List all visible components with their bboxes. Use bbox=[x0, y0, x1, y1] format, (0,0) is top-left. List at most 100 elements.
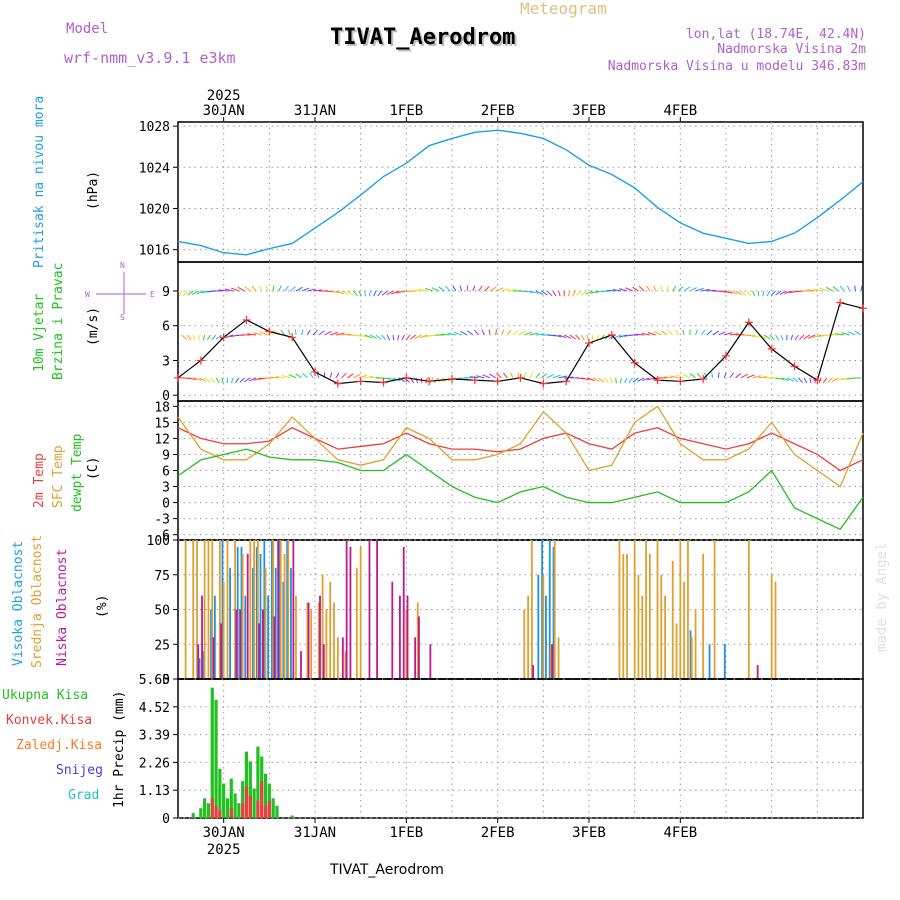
temp-ylabel2: SFC Temp bbox=[51, 445, 66, 508]
wind-arrow bbox=[459, 285, 462, 292]
wind-arrow bbox=[481, 329, 485, 336]
wind-arrow bbox=[635, 333, 645, 336]
wind-arrow bbox=[546, 373, 555, 379]
wind-arrow bbox=[258, 285, 263, 292]
wind-arrow bbox=[758, 376, 768, 379]
wind-arrow bbox=[218, 289, 228, 292]
xaxis-bottom-day: 2FEB bbox=[481, 825, 515, 841]
precip-conv-bar bbox=[267, 800, 271, 818]
wind-arrow bbox=[478, 285, 483, 292]
wind-arrow bbox=[187, 334, 192, 341]
temperature-ytick-label: 12 bbox=[154, 432, 170, 447]
wind-gust-marker bbox=[653, 376, 662, 385]
wind-arrow bbox=[204, 377, 211, 383]
wind-arrow bbox=[723, 290, 733, 294]
wind-arrow bbox=[615, 377, 617, 384]
footer-station: TIVAT_Aerodrom bbox=[329, 862, 444, 878]
wind-arrow bbox=[397, 334, 400, 341]
xaxis-top-day: 1FEB bbox=[389, 103, 423, 119]
wind-gust-marker bbox=[333, 379, 342, 388]
wind-arrow bbox=[484, 286, 490, 292]
wind-arrow bbox=[580, 334, 585, 341]
wind-arrow bbox=[770, 290, 776, 297]
wind-arrow bbox=[624, 377, 628, 384]
wind-arrow bbox=[288, 374, 297, 379]
model-name: wrf-nmm_v3.9.1 e3km bbox=[64, 49, 236, 67]
wind-arrow bbox=[472, 285, 476, 292]
wind-arrow bbox=[646, 285, 651, 292]
wind-arrow bbox=[552, 334, 562, 338]
wind-arrow bbox=[187, 290, 194, 296]
wind-arrow bbox=[347, 290, 354, 296]
wind-arrow bbox=[598, 377, 605, 383]
wind-arrow bbox=[352, 334, 362, 337]
wind-arrow bbox=[495, 373, 502, 379]
precip-total-bar bbox=[248, 761, 252, 818]
wind-arrow bbox=[647, 331, 656, 336]
wind-arrow bbox=[603, 377, 609, 384]
precip-legend: Ukupna Kisa Konvek.Kisa Zaledj.Kisa Snij… bbox=[2, 688, 103, 803]
wind-gust-marker bbox=[562, 377, 571, 386]
wind-arrow bbox=[586, 334, 589, 341]
wind-arrow bbox=[363, 290, 367, 297]
wind-arrow bbox=[529, 290, 539, 294]
wind-arrow bbox=[831, 377, 839, 383]
wind-arrow bbox=[335, 332, 345, 336]
wind-arrow bbox=[202, 334, 206, 341]
wind-arrow bbox=[696, 372, 702, 379]
wind-arrow bbox=[797, 377, 804, 383]
wind-arrow bbox=[535, 372, 541, 379]
wind-arrow bbox=[230, 377, 234, 384]
wind-arrow bbox=[806, 289, 816, 292]
wind-arrow bbox=[278, 285, 282, 292]
wind-arrow bbox=[445, 285, 451, 292]
pressure-ytick-label: 1020 bbox=[139, 202, 170, 217]
xaxis-top-day: 4FEB bbox=[663, 103, 697, 119]
wind-arrow bbox=[766, 290, 771, 297]
wind-arrow bbox=[786, 377, 795, 382]
wind-gust-marker bbox=[265, 327, 274, 336]
wind-arrow bbox=[215, 334, 223, 340]
xaxis-top-day: 30JAN bbox=[203, 103, 245, 119]
legend-grad: Grad bbox=[68, 788, 99, 803]
wind-arrow bbox=[775, 290, 782, 296]
temperature-ytick-label: 15 bbox=[154, 416, 170, 431]
xaxis-bottom-day: 4FEB bbox=[663, 825, 697, 841]
wind-arrow bbox=[653, 285, 657, 292]
wind-arrow bbox=[763, 334, 771, 340]
precip-conv-bar bbox=[244, 786, 249, 818]
precip-ytick-label: 0 bbox=[162, 812, 170, 827]
wind-arrow bbox=[529, 332, 539, 336]
wind-arrow bbox=[641, 332, 650, 336]
wind-arrow bbox=[302, 372, 308, 379]
wind-arrow bbox=[259, 331, 268, 336]
wind-arrow bbox=[825, 286, 833, 292]
precip-total-bar bbox=[275, 805, 279, 818]
precip-total-bar bbox=[233, 793, 237, 818]
wind-arrow bbox=[632, 286, 639, 292]
wind-arrow bbox=[330, 290, 339, 294]
temperature-ytick-label: -6 bbox=[154, 529, 170, 544]
wind-arrow bbox=[301, 329, 304, 336]
wind-arrow bbox=[723, 332, 733, 336]
wind-arrow bbox=[564, 334, 572, 339]
pressure-ytick-label: 1028 bbox=[139, 120, 170, 135]
wind-arrow bbox=[191, 290, 200, 295]
precip-conv-bar bbox=[229, 808, 233, 818]
precip-total-bar bbox=[263, 773, 268, 818]
wind-arrow bbox=[253, 332, 262, 336]
wind-arrow bbox=[414, 334, 422, 340]
pressure-frame bbox=[177, 121, 864, 263]
temperature-ytick-label: 9 bbox=[162, 448, 170, 463]
pressure-line bbox=[177, 129, 864, 256]
wind-arrow bbox=[329, 372, 333, 378]
wind-gust-marker bbox=[470, 376, 479, 385]
wind-arrow bbox=[381, 377, 391, 380]
wind-gust-marker bbox=[402, 373, 411, 382]
wind-arrow bbox=[711, 372, 714, 378]
wind-arrow bbox=[752, 334, 761, 338]
precip-total-bar bbox=[244, 751, 249, 818]
wind-arrow bbox=[182, 290, 188, 297]
wind-arrow bbox=[609, 334, 616, 340]
